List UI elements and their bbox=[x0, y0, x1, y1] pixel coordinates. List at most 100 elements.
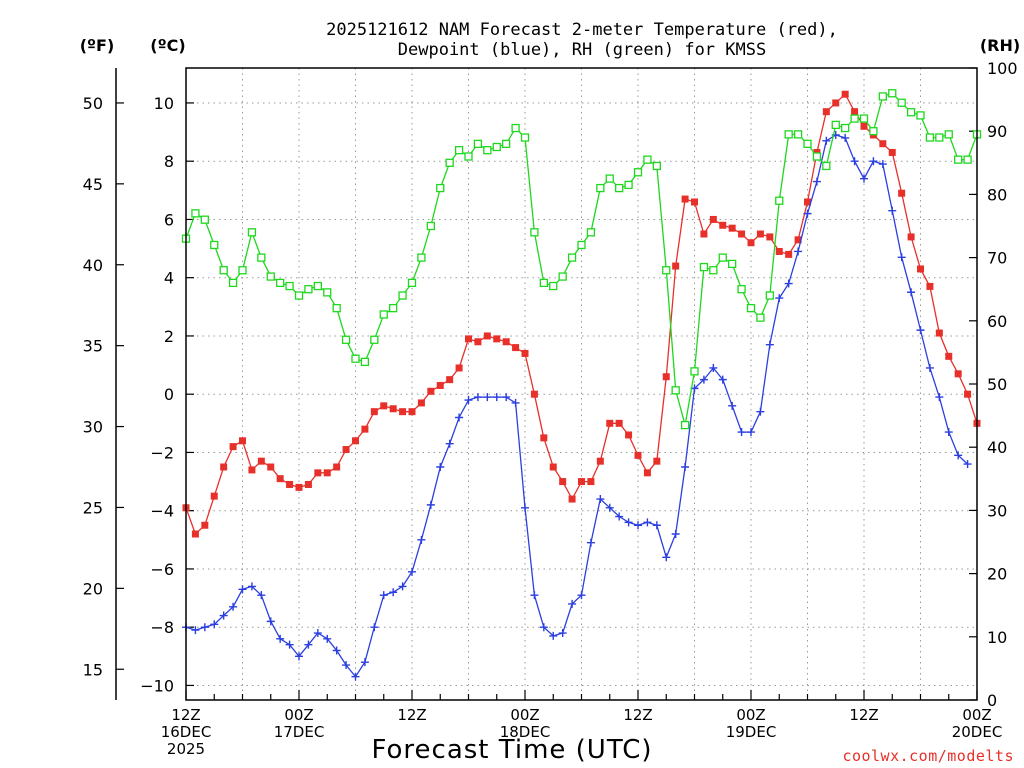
dewpoint-point bbox=[681, 463, 690, 472]
series-line-temperature bbox=[185, 93, 978, 536]
time-tick-label: 00Z bbox=[284, 706, 313, 724]
dewpoint-point bbox=[370, 623, 379, 632]
temperature-point bbox=[465, 335, 472, 343]
rh-tick-label: 10 bbox=[987, 628, 1007, 647]
dewpoint-point bbox=[935, 393, 944, 402]
temperature-point bbox=[304, 480, 312, 488]
grid-lines bbox=[186, 68, 977, 700]
series-dewpoint bbox=[182, 130, 972, 681]
rh-point bbox=[916, 111, 925, 120]
celsius-tick-label: 8 bbox=[164, 152, 174, 171]
rh-point bbox=[247, 228, 257, 237]
rh-point bbox=[219, 266, 228, 275]
dewpoint-point bbox=[558, 629, 567, 638]
rh-point bbox=[492, 142, 501, 152]
dewpoint-point bbox=[812, 177, 821, 186]
temperature-point bbox=[596, 457, 604, 465]
dewpoint-point bbox=[304, 640, 313, 649]
rh-point bbox=[285, 281, 294, 291]
temperature-point bbox=[314, 469, 322, 477]
rh-point bbox=[530, 228, 539, 237]
fahrenheit-tick-label: 30 bbox=[83, 418, 103, 437]
time-tick-label: 12Z bbox=[849, 706, 878, 724]
rh-point bbox=[841, 123, 850, 133]
fahrenheit-unit-label: (ºF) bbox=[80, 36, 115, 55]
temperature-point bbox=[643, 469, 651, 477]
rh-point bbox=[888, 89, 897, 98]
rh-tick-label: 100 bbox=[987, 59, 1018, 78]
rh-point bbox=[718, 253, 727, 262]
fahrenheit-tick-label: 40 bbox=[83, 256, 103, 275]
dewpoint-point bbox=[662, 553, 671, 562]
series-line-rh bbox=[185, 92, 978, 426]
rh-point bbox=[577, 240, 586, 250]
dewpoint-point bbox=[398, 582, 407, 591]
temperature-point bbox=[935, 329, 943, 337]
time-tick-label: 20DEC bbox=[952, 723, 1003, 741]
rh-tick-label: 30 bbox=[987, 501, 1007, 520]
temperature-point bbox=[672, 262, 680, 270]
rh-point bbox=[954, 155, 963, 164]
rh-point bbox=[351, 354, 360, 363]
temperature-point bbox=[210, 492, 218, 500]
dewpoint-point bbox=[718, 375, 727, 384]
rh-point bbox=[200, 215, 209, 224]
fahrenheit-tick-label: 15 bbox=[83, 660, 103, 679]
rh-point bbox=[624, 180, 633, 190]
fahrenheit-tick-label: 25 bbox=[83, 498, 103, 517]
rh-point bbox=[812, 152, 822, 161]
temperature-point bbox=[427, 387, 435, 395]
rh-point bbox=[699, 262, 709, 272]
temperature-point bbox=[361, 425, 369, 433]
temperature-point bbox=[879, 140, 887, 148]
temperature-point bbox=[907, 233, 915, 241]
temperature-point bbox=[417, 399, 425, 407]
rh-point bbox=[831, 120, 840, 130]
dewpoint-point bbox=[586, 538, 595, 547]
rh-point bbox=[935, 133, 944, 142]
rh-point bbox=[520, 133, 530, 142]
dewpoint-point bbox=[530, 591, 539, 600]
celsius-tick-label: −10 bbox=[140, 676, 174, 695]
dewpoint-point bbox=[671, 529, 680, 538]
rh-point bbox=[313, 281, 322, 291]
rh-tick-label: 90 bbox=[987, 122, 1007, 141]
rh-point bbox=[511, 123, 520, 133]
rh-point bbox=[454, 146, 464, 155]
rh-point bbox=[389, 304, 398, 313]
time-tick-label: 18DEC bbox=[500, 723, 551, 741]
celsius-tick-label: 10 bbox=[154, 94, 174, 113]
rh-point bbox=[558, 272, 567, 281]
temperature-point bbox=[719, 221, 727, 229]
dewpoint-point bbox=[878, 160, 887, 169]
temperature-point bbox=[785, 250, 793, 258]
temperature-point bbox=[267, 463, 275, 471]
temperature-point bbox=[888, 148, 896, 156]
dewpoint-point bbox=[210, 620, 219, 629]
dewpoint-point bbox=[455, 413, 464, 422]
dewpoint-point bbox=[332, 646, 341, 655]
rh-point bbox=[756, 313, 765, 322]
dewpoint-point bbox=[728, 401, 737, 410]
dewpoint-point bbox=[615, 512, 624, 521]
dewpoint-point bbox=[408, 567, 416, 576]
rh-point bbox=[652, 161, 661, 171]
rh-point bbox=[690, 367, 699, 376]
time-tick-label: 12Z bbox=[623, 706, 652, 724]
fahrenheit-tick-label: 35 bbox=[83, 337, 103, 356]
dewpoint-point bbox=[803, 209, 812, 218]
dewpoint-point bbox=[483, 393, 492, 402]
rh-point bbox=[869, 127, 878, 136]
temperature-point bbox=[342, 446, 350, 454]
dewpoint-point bbox=[869, 157, 878, 166]
series-temperature bbox=[182, 90, 981, 538]
temperature-point bbox=[822, 108, 830, 116]
celsius-tick-label: −8 bbox=[150, 618, 174, 637]
rh-point bbox=[850, 114, 859, 123]
dewpoint-point bbox=[963, 460, 972, 469]
temperature-point bbox=[549, 463, 557, 471]
temperature-point bbox=[766, 233, 774, 241]
temperature-point bbox=[634, 451, 642, 459]
temperature-point bbox=[568, 495, 576, 503]
temperature-point bbox=[653, 457, 661, 465]
